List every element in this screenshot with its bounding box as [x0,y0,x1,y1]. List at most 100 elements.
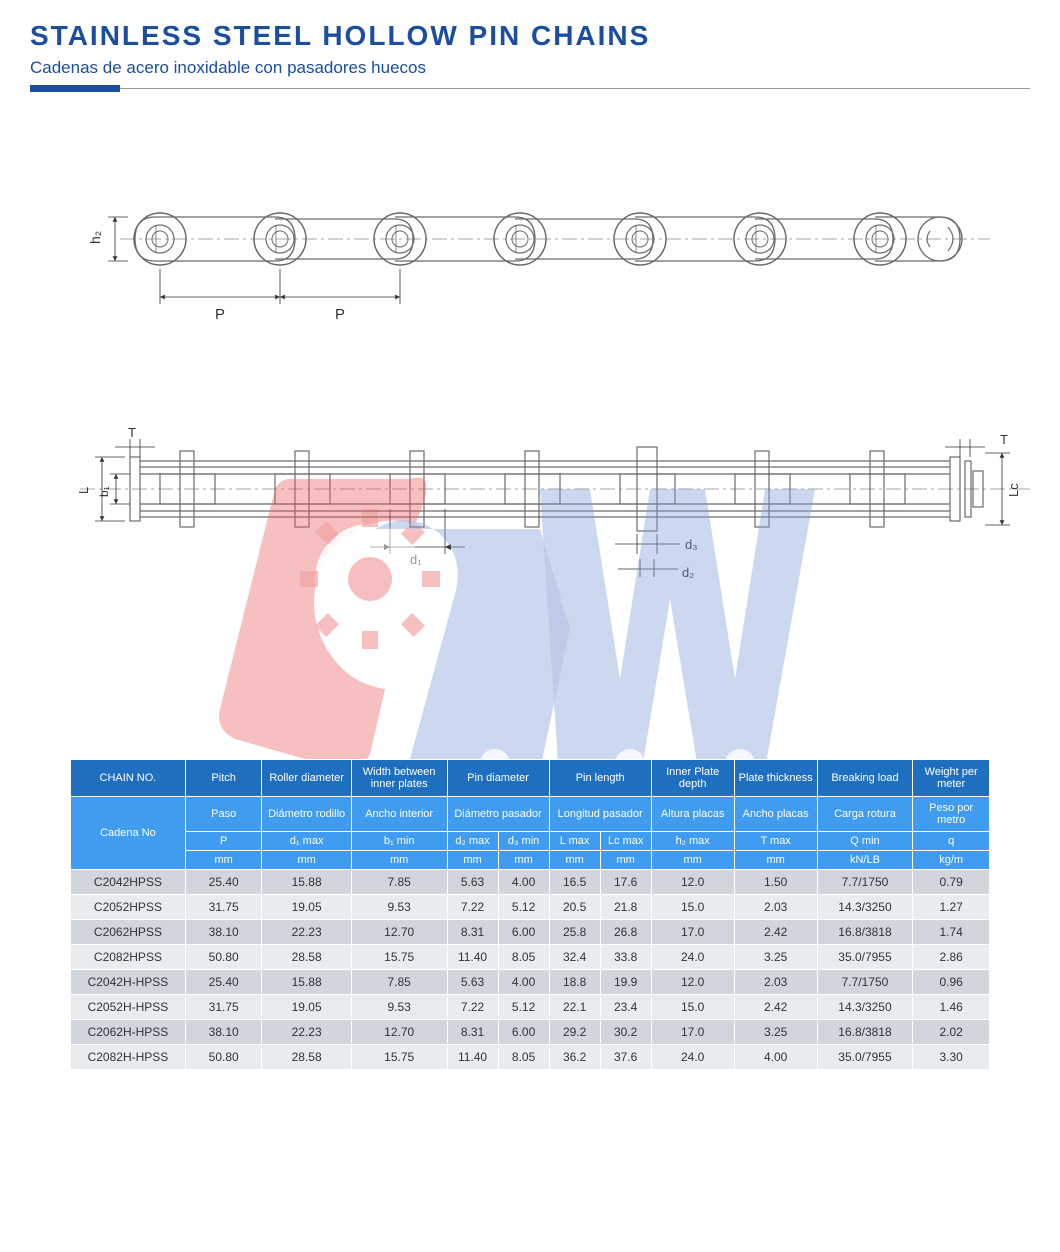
table-header-en: Breaking load [817,760,913,797]
table-cell: C2052HPSS [71,895,186,920]
chain-top-view: h₂ P P [70,179,1030,379]
table-cell: 1.74 [913,920,990,945]
dim-label-h2: h₂ [87,231,103,244]
table-row: C2062HPSS38.1022.2312.708.316.0025.826.8… [71,920,990,945]
dim-label-p2: P [335,306,345,323]
table-cell: 23.4 [600,995,651,1020]
table-cell: 19.05 [262,995,351,1020]
table-cell: 5.12 [498,895,549,920]
table-cell: C2042HPSS [71,870,186,895]
table-header-unit: mm [351,851,447,870]
table-cell: C2052H-HPSS [71,995,186,1020]
table-cell: 15.0 [651,995,734,1020]
table-cell: 2.03 [734,970,817,995]
table-cell: 4.00 [498,870,549,895]
table-cell: C2042H-HPSS [71,970,186,995]
table-cell: C2062H-HPSS [71,1020,186,1045]
table-header-en: Weight per meter [913,760,990,797]
dim-label-p1: P [215,306,225,323]
table-header-es: Carga rotura [817,797,913,832]
dim-label-b1: b₁ [97,486,111,497]
table-cell: 26.8 [600,920,651,945]
table-cell: 5.12 [498,995,549,1020]
table-cell: 16.8/3818 [817,1020,913,1045]
table-cell: 15.88 [262,870,351,895]
table-cell: 7.7/1750 [817,970,913,995]
table-cell: 2.02 [913,1020,990,1045]
table-header-unit: mm [498,851,549,870]
table-cell: 19.05 [262,895,351,920]
table-header-unit: mm [549,851,600,870]
table-cell: 9.53 [351,895,447,920]
watermark-logo [210,429,830,809]
table-row: C2062H-HPSS38.1022.2312.708.316.0029.230… [71,1020,990,1045]
table-cell: 8.31 [447,920,498,945]
table-cell: 7.85 [351,870,447,895]
table-cell: 12.0 [651,970,734,995]
table-cell: 22.1 [549,995,600,1020]
table-header-en: Plate thickness [734,760,817,797]
table-cell: 31.75 [185,895,262,920]
table-cell: 24.0 [651,1045,734,1070]
table-cell: C2062HPSS [71,920,186,945]
table-cell: 18.8 [549,970,600,995]
table-cell: 3.30 [913,1045,990,1070]
table-header-sym: Lc max [600,832,651,851]
table-cell: 0.79 [913,870,990,895]
table-cell: 37.6 [600,1045,651,1070]
table-cell: 1.46 [913,995,990,1020]
table-cell: 8.05 [498,1045,549,1070]
table-cell: 15.88 [262,970,351,995]
table-header-es: Ancho interior [351,797,447,832]
table-cell: 16.8/3818 [817,920,913,945]
table-header-sym: L max [549,832,600,851]
table-cell: 50.80 [185,1045,262,1070]
table-cell: 36.2 [549,1045,600,1070]
table-cell: 19.9 [600,970,651,995]
table-cell: 9.53 [351,995,447,1020]
dim-label-lc: Lc [1006,483,1021,497]
table-header-en: Pitch [185,760,262,797]
table-header-sym: P [185,832,262,851]
table-cell: 7.85 [351,970,447,995]
table-header-unit: mm [447,851,498,870]
table-header-es: Diámetro rodillo [262,797,351,832]
table-cell: 5.63 [447,870,498,895]
table-cell: 7.22 [447,995,498,1020]
table-cell: 17.6 [600,870,651,895]
table-cell: 30.2 [600,1020,651,1045]
page-title-es: Cadenas de acero inoxidable con pasadore… [30,58,1030,78]
table-row: C2082H-HPSS50.8028.5815.7511.408.0536.23… [71,1045,990,1070]
table-row: C2082HPSS50.8028.5815.7511.408.0532.433.… [71,945,990,970]
table-cell: 35.0/7955 [817,1045,913,1070]
table-cell: 21.8 [600,895,651,920]
table-header-en: Inner Plate depth [651,760,734,797]
table-cell: 1.50 [734,870,817,895]
table-cell: 8.05 [498,945,549,970]
table-cell: 33.8 [600,945,651,970]
table-cell: 38.10 [185,920,262,945]
table-cell: 11.40 [447,945,498,970]
dim-label-t-right: T [1000,432,1008,447]
table-cell: 3.25 [734,1020,817,1045]
table-header-unit: kN/LB [817,851,913,870]
table-header-es: Cadena No [71,797,186,870]
table-header-en: Pin length [549,760,651,797]
table-cell: 28.58 [262,1045,351,1070]
table-cell: 25.40 [185,970,262,995]
table-cell: 14.3/3250 [817,995,913,1020]
table-header-es: Diámetro pasador [447,797,549,832]
table-cell: C2082HPSS [71,945,186,970]
table-cell: 2.86 [913,945,990,970]
table-cell: 20.5 [549,895,600,920]
table-header-sym: d₂ max [447,832,498,851]
table-cell: 24.0 [651,945,734,970]
table-cell: 2.03 [734,895,817,920]
table-cell: 15.0 [651,895,734,920]
table-header-es: Ancho placas [734,797,817,832]
table-header-sym: b₁ min [351,832,447,851]
table-header-es: Peso por metro [913,797,990,832]
table-cell: 17.0 [651,920,734,945]
table-header-sym: d₁ max [262,832,351,851]
table-header-en: Roller diameter [262,760,351,797]
